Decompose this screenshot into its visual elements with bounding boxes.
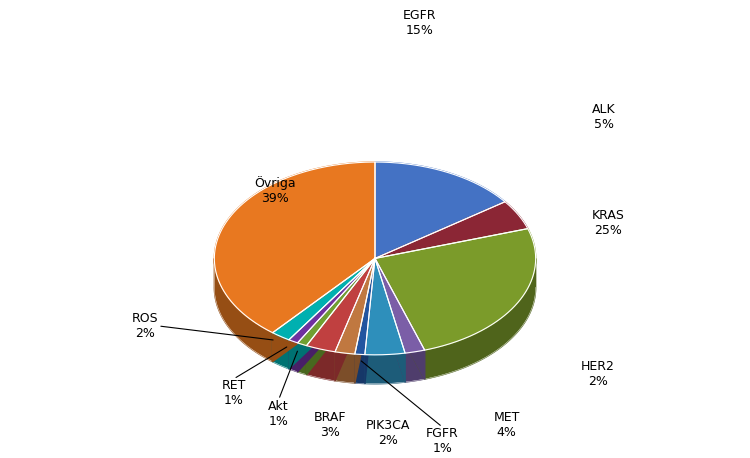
Polygon shape — [335, 352, 355, 383]
Text: RET
1%: RET 1% — [221, 379, 246, 407]
Polygon shape — [307, 258, 375, 375]
Text: ALK
5%: ALK 5% — [592, 103, 616, 131]
Polygon shape — [298, 258, 375, 346]
Polygon shape — [355, 258, 375, 383]
Polygon shape — [365, 258, 375, 383]
Polygon shape — [375, 229, 536, 350]
Text: FGFR
1%: FGFR 1% — [426, 427, 459, 455]
Text: HER2
2%: HER2 2% — [580, 360, 614, 388]
Polygon shape — [335, 258, 375, 354]
Polygon shape — [289, 340, 298, 372]
Polygon shape — [355, 258, 375, 354]
Polygon shape — [375, 258, 424, 379]
Polygon shape — [307, 346, 335, 381]
Polygon shape — [375, 258, 405, 382]
Polygon shape — [289, 258, 375, 343]
Polygon shape — [365, 258, 405, 355]
Text: Övriga
39%: Övriga 39% — [254, 176, 296, 206]
Text: KRAS
25%: KRAS 25% — [592, 209, 625, 237]
Text: Akt
1%: Akt 1% — [268, 400, 289, 428]
Polygon shape — [298, 258, 375, 372]
Polygon shape — [375, 258, 405, 382]
Polygon shape — [335, 258, 375, 381]
Polygon shape — [365, 258, 375, 383]
Polygon shape — [375, 162, 505, 258]
Polygon shape — [289, 258, 375, 369]
Polygon shape — [335, 258, 375, 381]
Text: PIK3CA
2%: PIK3CA 2% — [366, 419, 410, 447]
Polygon shape — [272, 333, 289, 369]
Text: ROS
2%: ROS 2% — [131, 312, 158, 340]
Polygon shape — [298, 343, 307, 375]
Polygon shape — [272, 258, 375, 362]
Polygon shape — [289, 258, 375, 369]
Polygon shape — [375, 258, 424, 353]
Polygon shape — [214, 287, 536, 384]
Text: EGFR
15%: EGFR 15% — [404, 9, 436, 37]
Polygon shape — [298, 258, 375, 372]
Polygon shape — [214, 162, 375, 333]
Polygon shape — [375, 202, 528, 258]
Polygon shape — [214, 258, 272, 362]
Polygon shape — [365, 353, 405, 384]
Polygon shape — [272, 258, 375, 340]
Polygon shape — [355, 258, 375, 383]
Polygon shape — [272, 258, 375, 362]
Polygon shape — [405, 350, 424, 382]
Polygon shape — [307, 258, 375, 352]
Polygon shape — [307, 258, 375, 375]
Polygon shape — [424, 258, 536, 379]
Polygon shape — [375, 258, 424, 379]
Polygon shape — [355, 354, 365, 383]
Text: MET
4%: MET 4% — [494, 411, 520, 439]
Text: BRAF
3%: BRAF 3% — [314, 411, 346, 439]
